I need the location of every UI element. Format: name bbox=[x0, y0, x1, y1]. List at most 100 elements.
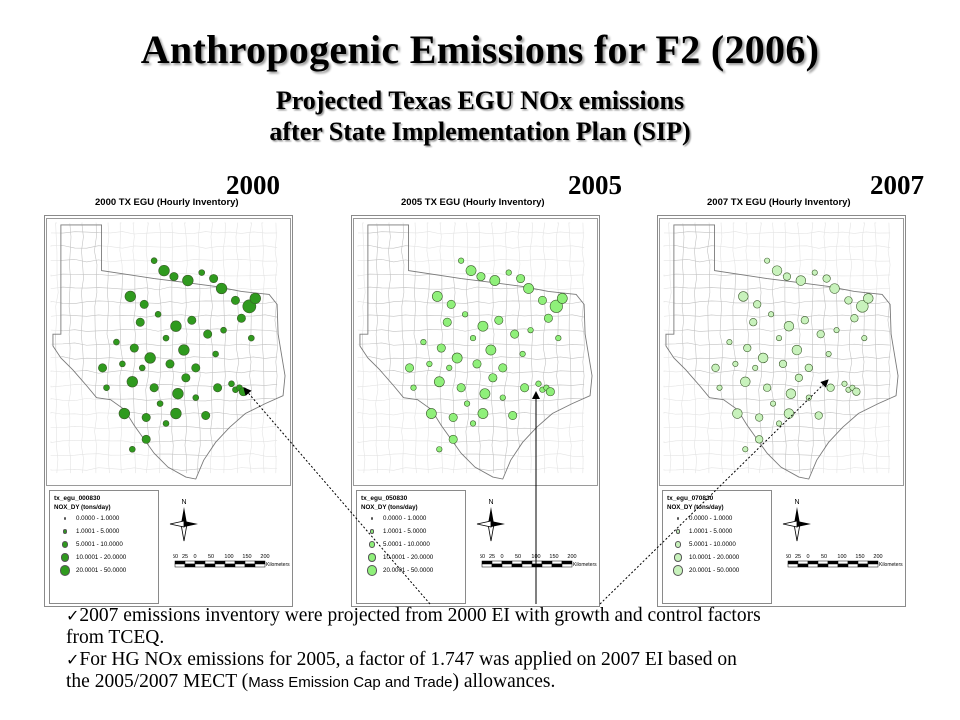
texas-map-2000[interactable] bbox=[46, 218, 291, 486]
emission-point bbox=[170, 407, 182, 420]
scale-tick-label: 150 bbox=[855, 554, 864, 560]
emission-point bbox=[141, 434, 151, 444]
bullet-1: ✓2007 emissions inventory were projected… bbox=[66, 605, 946, 627]
legend-symbol-icon bbox=[674, 541, 682, 548]
emission-point bbox=[535, 380, 542, 387]
checkmark-icon: ✓ bbox=[66, 606, 80, 625]
emission-point bbox=[519, 350, 526, 358]
texas-map-2005[interactable] bbox=[353, 218, 598, 486]
bullet-2-mect-term: Mass Emission Cap and Trade bbox=[248, 674, 453, 691]
emission-point bbox=[410, 384, 417, 391]
legend-symbol-icon bbox=[59, 565, 71, 576]
legend-row: 10.0001 - 20.0000 bbox=[361, 551, 461, 564]
emission-point bbox=[465, 265, 477, 276]
legend-symbol-icon bbox=[368, 541, 376, 548]
legend-2000: tx_egu_000830 NOX_DY (tons/day) 0.0000 -… bbox=[49, 490, 159, 604]
year-label-2000: 2000 bbox=[226, 170, 280, 200]
emission-point bbox=[451, 352, 463, 364]
scale-tick-label: 25 bbox=[489, 554, 495, 560]
emission-point bbox=[203, 329, 213, 339]
emission-point bbox=[456, 383, 466, 393]
scale-tick-label: 100 bbox=[837, 554, 846, 560]
legend-symbol-icon bbox=[673, 553, 683, 562]
bullet-2-cont: the 2005/2007 MECT (Mass Emission Cap an… bbox=[66, 671, 946, 694]
legend-row: 1.0001 - 5.0000 bbox=[54, 525, 154, 538]
scale-tick-label: 25 bbox=[182, 554, 188, 560]
emission-point bbox=[764, 257, 771, 264]
emission-point bbox=[732, 408, 743, 419]
scale-tick-label: 25 bbox=[795, 554, 801, 560]
emission-point bbox=[768, 311, 775, 318]
emission-point bbox=[850, 314, 859, 323]
emission-point bbox=[742, 446, 749, 453]
emission-point bbox=[426, 360, 433, 367]
legend-field-name: NOX_DY (tons/day) bbox=[54, 504, 111, 511]
emission-point bbox=[749, 318, 758, 327]
legend-row: 1.0001 - 5.0000 bbox=[361, 525, 461, 538]
emission-point bbox=[555, 335, 562, 342]
legend-row: 1.0001 - 5.0000 bbox=[667, 525, 767, 538]
legend-symbol-icon bbox=[60, 553, 70, 562]
emission-point bbox=[162, 420, 170, 427]
scale-tick-label: 50 bbox=[515, 554, 521, 560]
emission-point bbox=[791, 344, 803, 356]
emission-point bbox=[169, 272, 179, 282]
emission-point bbox=[477, 408, 489, 419]
legend-row: 5.0001 - 10.0000 bbox=[54, 538, 154, 551]
emission-point bbox=[841, 380, 848, 387]
legend-layer-name: tx_egu_070830 bbox=[667, 495, 714, 502]
emission-point bbox=[433, 376, 445, 388]
emission-point bbox=[448, 434, 458, 444]
emission-point bbox=[158, 264, 170, 277]
emission-point bbox=[757, 352, 769, 364]
emission-point bbox=[556, 293, 568, 304]
scale-tick-label: 0 bbox=[500, 554, 503, 560]
emission-point bbox=[825, 351, 832, 357]
emission-point bbox=[811, 269, 818, 276]
legend-2005: tx_egu_050830 NOX_DY (tons/day) 0.0000 -… bbox=[356, 490, 466, 604]
legend-class-label: 1.0001 - 5.0000 bbox=[689, 528, 733, 535]
emission-point bbox=[144, 352, 156, 364]
emission-point bbox=[826, 383, 835, 392]
scale-unit-label: Kilometers bbox=[573, 562, 597, 568]
legend-layer-name: tx_egu_000830 bbox=[54, 495, 101, 502]
emission-point bbox=[794, 373, 803, 382]
emission-point bbox=[740, 376, 751, 387]
legend-symbol-icon bbox=[366, 565, 378, 576]
scale-bar: 50 25 0 50 100 150 200 Kilometers bbox=[479, 550, 598, 580]
emission-point bbox=[209, 274, 219, 284]
year-label-2007: 2007 bbox=[870, 170, 924, 200]
emission-point bbox=[752, 364, 759, 371]
legend-2007: tx_egu_070830 NOX_DY (tons/day) 0.0000 -… bbox=[662, 490, 772, 604]
texas-map-2007[interactable] bbox=[659, 218, 904, 486]
emission-point bbox=[814, 411, 823, 420]
legend-class-label: 20.0001 - 50.0000 bbox=[76, 567, 127, 574]
scale-tick-label: 0 bbox=[193, 554, 196, 560]
emission-point bbox=[782, 272, 792, 281]
emission-point bbox=[844, 296, 853, 305]
legend-symbol-icon bbox=[672, 565, 684, 576]
legend-row: 0.0000 - 1.0000 bbox=[54, 512, 154, 525]
emission-point bbox=[776, 335, 782, 342]
scale-tick-label: 200 bbox=[260, 554, 269, 560]
slide-title: Anthropogenic Emissions for F2 (2006) bbox=[140, 27, 820, 72]
emission-point bbox=[172, 388, 184, 400]
legend-row: 20.0001 - 50.0000 bbox=[667, 564, 767, 577]
scale-tick-label: 150 bbox=[549, 554, 558, 560]
emission-point bbox=[191, 363, 201, 373]
legend-class-label: 10.0001 - 20.0000 bbox=[383, 554, 434, 561]
emission-point bbox=[98, 363, 108, 373]
emission-point bbox=[170, 320, 182, 332]
emission-point bbox=[510, 329, 520, 339]
emission-point bbox=[545, 387, 555, 397]
scale-tick-label: 200 bbox=[873, 554, 882, 560]
emission-point bbox=[230, 295, 240, 305]
legend-class-label: 1.0001 - 5.0000 bbox=[76, 528, 120, 535]
emission-point bbox=[537, 295, 547, 305]
slide-subtitle-line1: Projected Texas EGU NOx emissions bbox=[275, 86, 685, 115]
emission-point bbox=[182, 274, 194, 287]
emission-point bbox=[816, 330, 825, 339]
north-arrow-icon: N bbox=[780, 496, 814, 546]
emission-point bbox=[763, 383, 772, 392]
legend-row: 5.0001 - 10.0000 bbox=[667, 538, 767, 551]
